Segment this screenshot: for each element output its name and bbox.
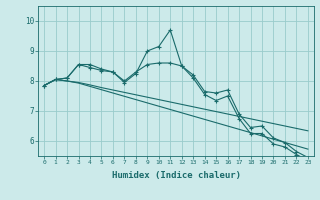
X-axis label: Humidex (Indice chaleur): Humidex (Indice chaleur): [111, 171, 241, 180]
